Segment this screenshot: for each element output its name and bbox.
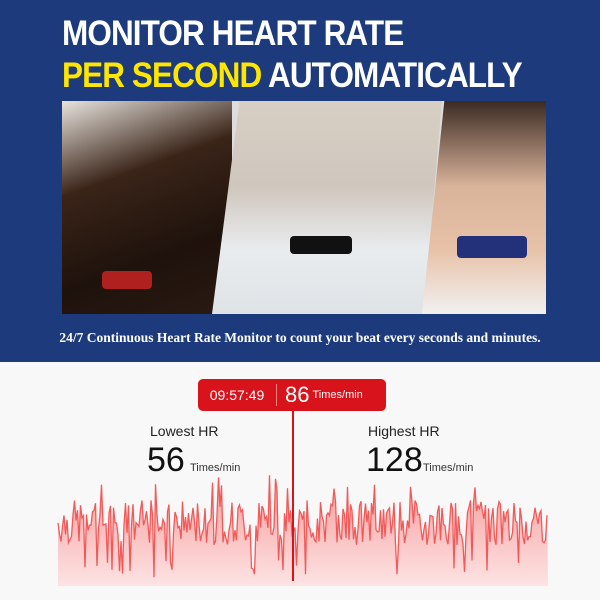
- hr-tooltip: 09:57:49 86 Times/min: [198, 379, 386, 411]
- fitness-band-red: [102, 271, 152, 289]
- highest-hr-value: 128: [366, 441, 423, 479]
- caption: 24/7 Continuous Heart Rate Monitor to co…: [59, 330, 541, 345]
- headline-line1: MONITOR HEART RATE: [62, 14, 404, 53]
- heart-rate-area: [58, 475, 548, 586]
- fitness-band-black: [290, 236, 352, 254]
- lowest-hr-label: Lowest HR: [150, 423, 219, 439]
- photo-wrist: [422, 101, 546, 314]
- headline-rest: AUTOMATICALLY: [267, 56, 523, 95]
- product-photos: [62, 101, 546, 314]
- lowest-hr-value: 56: [147, 441, 185, 479]
- photo-man: [212, 101, 442, 314]
- cursor-line[interactable]: [292, 411, 294, 581]
- tooltip-value: 86: [285, 382, 310, 407]
- highest-hr-label: Highest HR: [368, 423, 440, 439]
- heart-rate-line: [57, 475, 548, 578]
- headline-line2: PER SECOND AUTOMATICALLY: [62, 56, 523, 96]
- tooltip-divider: [276, 384, 277, 406]
- fitness-band-blue: [457, 236, 527, 258]
- highest-hr-unit: Times/min: [423, 462, 474, 474]
- tooltip-time: 09:57:49: [209, 387, 265, 403]
- banner: MONITOR HEART RATE PER SECOND AUTOMATICA…: [0, 0, 600, 362]
- lowest-hr-unit: Times/min: [190, 462, 241, 474]
- headline-highlight: PER SECOND: [62, 56, 262, 95]
- tooltip-unit: Times/min: [312, 389, 363, 401]
